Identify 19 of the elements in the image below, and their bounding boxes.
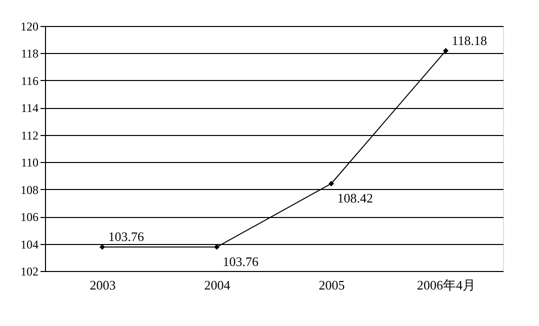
data-label: 103.76 [222, 254, 259, 270]
point [328, 180, 334, 186]
x-tick-label: 2006年4月 [417, 278, 476, 292]
y-tick-label: 106 [20, 210, 38, 224]
data-label: 118.18 [452, 32, 488, 48]
y-tick-label: 108 [20, 182, 38, 197]
y-tick-label: 104 [20, 237, 38, 252]
x-tick-label: 2003 [90, 278, 116, 292]
y-tick-label: 116 [20, 74, 38, 88]
x-tick-label: 2005 [318, 278, 345, 292]
y-tick-label: 120 [20, 20, 38, 34]
y-tick-label: 110 [20, 156, 38, 170]
data-label: 108.42 [337, 190, 373, 206]
y-tick-label: 114 [20, 101, 38, 116]
x-tick-label: 2004 [204, 278, 231, 292]
data-label: 103.76 [108, 229, 144, 244]
y-tick-label: 112 [20, 128, 38, 142]
y-tick-label: 118 [20, 46, 38, 61]
y-tick-label: 102 [20, 264, 38, 278]
